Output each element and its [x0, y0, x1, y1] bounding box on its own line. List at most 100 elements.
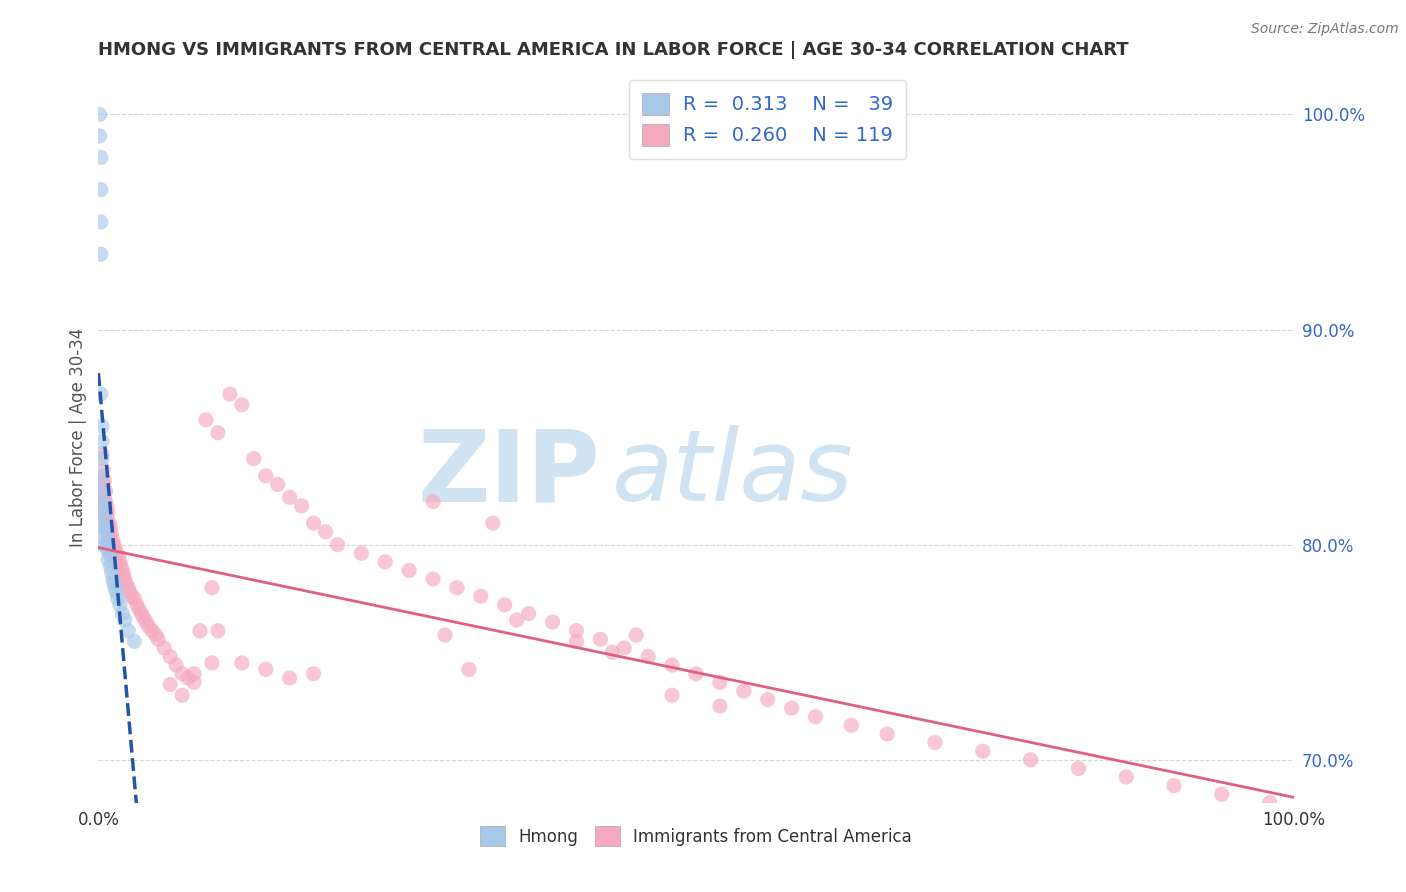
Point: [101, 533, 124, 548]
Point: [254, 468, 277, 483]
Point: [278, 491, 301, 505]
Point: [685, 666, 707, 681]
Point: [326, 538, 349, 552]
Point: [103, 549, 125, 563]
Point: [374, 555, 396, 569]
Point: [135, 615, 157, 629]
Point: [118, 585, 141, 599]
Point: [93, 512, 115, 526]
Point: [91, 434, 114, 449]
Point: [111, 564, 134, 578]
Point: [188, 624, 211, 638]
Y-axis label: In Labor Force | Age 30-34: In Labor Force | Age 30-34: [69, 327, 87, 547]
Point: [105, 555, 128, 569]
Point: [153, 640, 176, 655]
Point: [138, 619, 160, 633]
Point: [115, 576, 138, 591]
Point: [93, 499, 115, 513]
Point: [195, 413, 218, 427]
Point: [100, 538, 122, 552]
Point: [117, 581, 139, 595]
Point: [1258, 796, 1281, 810]
Point: [93, 527, 115, 541]
Point: [350, 546, 373, 560]
Point: [589, 632, 612, 647]
Point: [98, 516, 121, 530]
Point: [804, 710, 827, 724]
Point: [470, 589, 492, 603]
Point: [841, 718, 863, 732]
Point: [517, 607, 540, 621]
Point: [108, 598, 131, 612]
Point: [91, 419, 114, 434]
Point: [145, 628, 167, 642]
Point: [626, 628, 648, 642]
Point: [96, 541, 118, 556]
Point: [97, 520, 120, 534]
Point: [91, 494, 114, 508]
Point: [103, 576, 125, 591]
Point: [94, 538, 117, 552]
Point: [201, 581, 224, 595]
Point: [125, 598, 148, 612]
Point: [267, 477, 290, 491]
Point: [90, 150, 112, 164]
Point: [98, 541, 122, 556]
Point: [91, 462, 114, 476]
Point: [398, 564, 420, 578]
Point: [124, 591, 146, 606]
Point: [243, 451, 266, 466]
Point: [111, 607, 134, 621]
Point: [91, 483, 114, 498]
Point: [97, 538, 120, 552]
Point: [107, 559, 129, 574]
Point: [91, 505, 114, 519]
Point: [98, 527, 121, 541]
Point: [112, 567, 135, 582]
Point: [98, 520, 122, 534]
Point: [96, 499, 118, 513]
Point: [207, 425, 229, 440]
Point: [541, 615, 564, 629]
Point: [141, 624, 163, 638]
Point: [446, 581, 468, 595]
Point: [709, 698, 731, 713]
Point: [97, 533, 120, 548]
Point: [91, 538, 114, 552]
Point: [91, 477, 114, 491]
Point: [1211, 787, 1233, 801]
Point: [121, 589, 143, 603]
Point: [114, 572, 136, 586]
Point: [93, 491, 115, 505]
Point: [96, 520, 118, 534]
Point: [97, 552, 120, 566]
Point: [132, 611, 155, 625]
Legend: R =  0.313    N =   39, R =  0.260    N = 119: R = 0.313 N = 39, R = 0.260 N = 119: [630, 80, 905, 159]
Point: [159, 677, 181, 691]
Point: [876, 727, 898, 741]
Point: [91, 447, 114, 461]
Point: [90, 247, 112, 261]
Point: [434, 628, 457, 642]
Point: [733, 684, 755, 698]
Point: [602, 645, 624, 659]
Point: [231, 656, 253, 670]
Point: [100, 566, 122, 580]
Point: [756, 692, 779, 706]
Point: [98, 541, 121, 556]
Point: [481, 516, 505, 530]
Point: [107, 591, 129, 606]
Point: [96, 527, 118, 541]
Point: [231, 398, 253, 412]
Point: [278, 671, 301, 685]
Point: [117, 624, 139, 638]
Point: [98, 533, 122, 548]
Point: [422, 572, 444, 586]
Point: [506, 613, 529, 627]
Point: [661, 658, 683, 673]
Point: [1163, 779, 1185, 793]
Point: [972, 744, 994, 758]
Text: HMONG VS IMMIGRANTS FROM CENTRAL AMERICA IN LABOR FORCE | AGE 30-34 CORRELATION : HMONG VS IMMIGRANTS FROM CENTRAL AMERICA…: [98, 41, 1129, 59]
Point: [90, 387, 112, 401]
Point: [93, 505, 115, 519]
